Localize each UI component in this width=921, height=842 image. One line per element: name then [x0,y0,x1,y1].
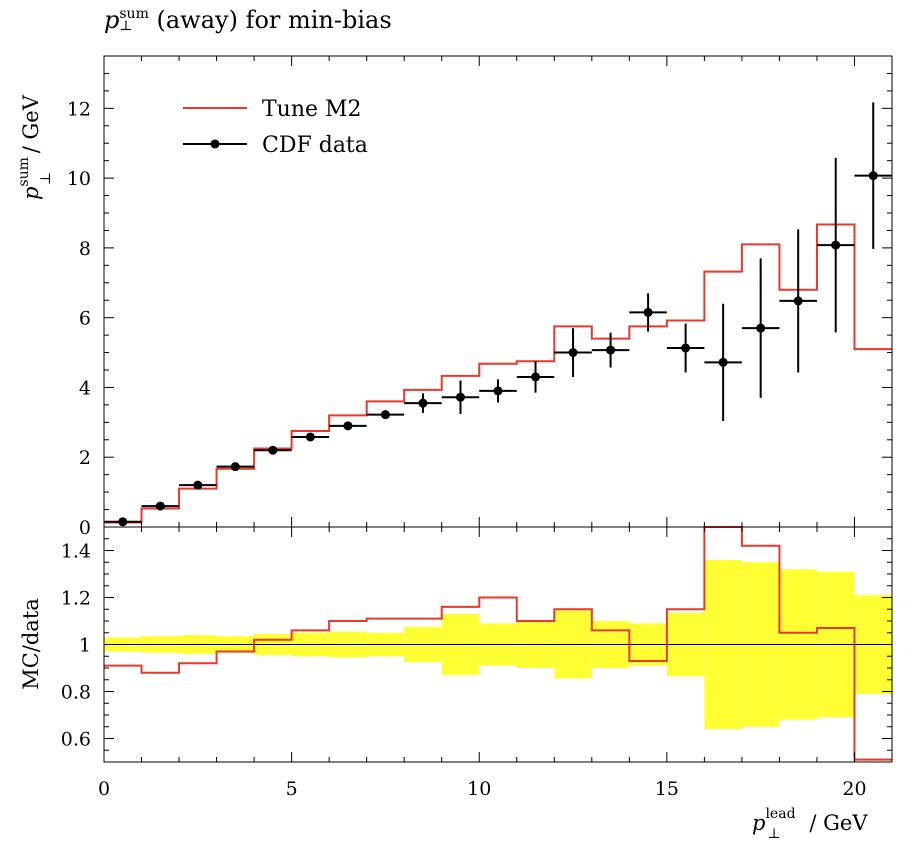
data-point [554,328,592,377]
data-point [629,293,667,332]
data-point-marker [193,480,203,490]
data-point-marker [568,348,578,358]
ratio-y-tick-label: 1.2 [61,588,91,610]
x-tick-label: 0 [98,778,110,800]
data-point [479,379,517,403]
tune-m2-line [104,223,892,524]
ratio-mc-line [104,526,892,761]
legend: Tune M2 CDF data [183,97,368,158]
y-tick-label: 10 [67,168,91,190]
ratio-y-tick-label: 1 [79,635,91,657]
data-point [329,421,367,431]
data-point [216,462,255,472]
data-point [591,332,630,368]
data-point [779,229,817,373]
main-data-points-layer [104,102,892,527]
ratio-y-tick-label: 0.8 [61,682,91,704]
data-point-marker [118,517,128,527]
data-point-marker [155,501,165,511]
main-mc-line-layer [104,223,892,524]
chart-title: psum ⊥ (away) for min-bias [104,6,392,34]
y-tick-label: 12 [67,98,91,120]
data-point [404,393,442,413]
data-point [666,323,705,373]
legend-cdf-data-label: CDF data [262,133,368,158]
data-point [179,480,217,490]
ratio-y-tick-label: 0.6 [61,729,91,751]
data-point-marker [643,307,653,317]
data-point-marker [343,421,353,431]
data-point [704,303,742,421]
data-point-marker [756,323,766,333]
x-axis-label: plead ⊥ / GeV [752,806,868,842]
y-tick-label: 4 [79,377,91,399]
legend-cdf-data-marker [210,139,220,149]
data-point-marker [681,343,691,353]
data-point-marker [793,296,803,306]
data-point-marker [455,392,465,402]
x-tick-label: 20 [842,778,866,800]
main-plot-frame [103,55,893,528]
x-tick-label: 15 [655,778,679,800]
x-tick-label: 5 [286,778,298,800]
main-y-axis-label: psum ⊥ / GeV [16,94,54,200]
data-point [366,410,405,420]
legend-tune-m2-label: Tune M2 [262,97,362,122]
data-point-marker [418,398,428,408]
data-point [254,445,292,455]
data-point [516,361,555,393]
data-point [141,501,180,511]
data-point-marker [831,240,841,250]
data-point [104,517,142,527]
y-tick-label: 0 [79,517,91,539]
data-point-marker [305,432,315,442]
data-point [441,380,480,414]
data-point [816,157,855,333]
x-tick-label: 10 [467,778,491,800]
data-point-marker [606,345,616,355]
data-point [854,102,892,249]
data-point-marker [380,410,390,420]
y-tick-label: 8 [79,238,91,260]
ratio-y-tick-label: 1.4 [61,541,91,563]
data-point-marker [493,386,503,396]
data-point [291,432,330,442]
ratio-line-layer [104,526,892,761]
y-tick-label: 6 [79,308,91,330]
data-point-marker [531,372,541,382]
tick-layer: 0 5 10 15 20 0 2 4 6 8 10 12 0.6 0.8 1 1.2 1.4 [61,56,893,800]
data-point-marker [718,357,728,367]
data-point-marker [868,171,878,181]
data-point-marker [268,445,278,455]
data-point-marker [230,462,240,472]
y-tick-label: 2 [79,447,91,469]
data-point [741,258,780,398]
ratio-y-axis-label: MC/data [19,598,43,690]
